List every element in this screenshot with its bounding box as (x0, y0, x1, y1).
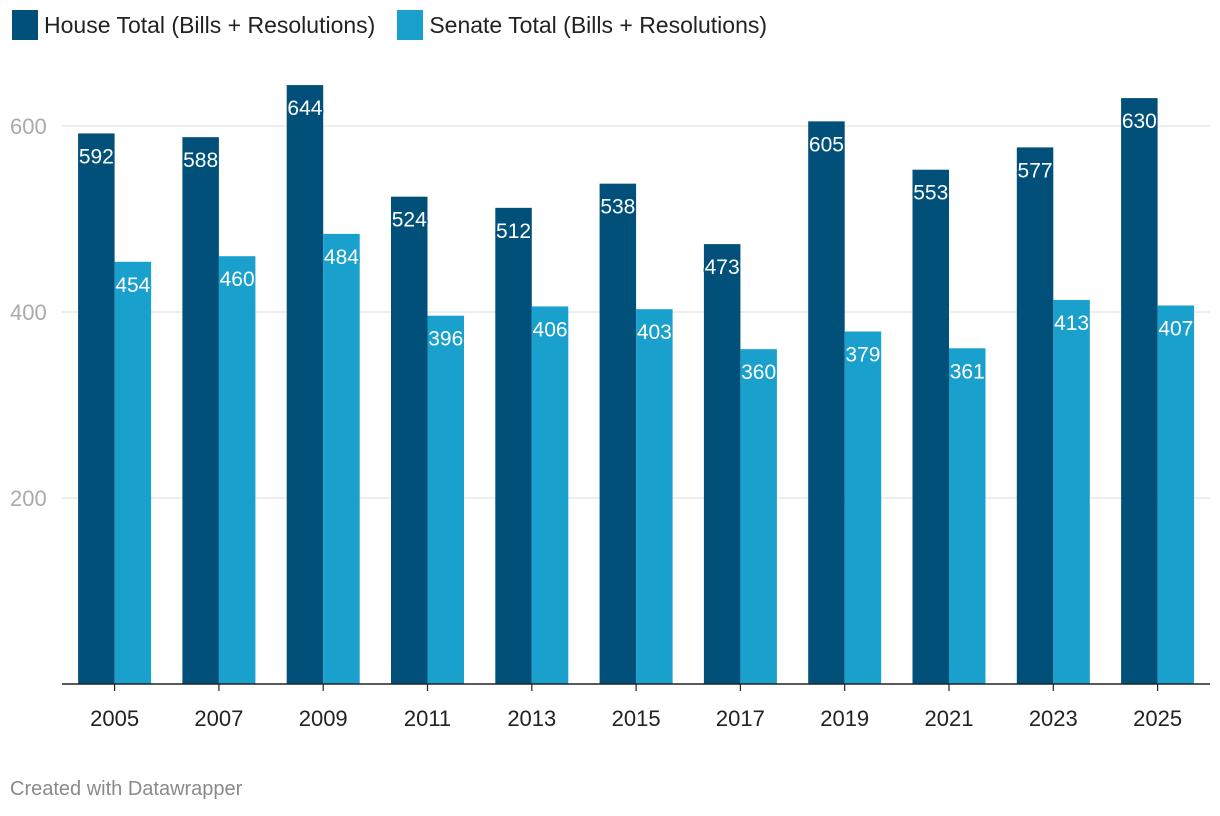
bar-senate-2011 (427, 315, 464, 684)
x-tick-label-2015: 2015 (612, 706, 661, 731)
bar-senate-2021 (949, 348, 986, 684)
y-tick-label-400: 400 (10, 300, 47, 325)
bar-label-house-2019: 605 (809, 133, 844, 156)
bar-house-2007 (182, 137, 219, 684)
bar-house-2015 (599, 183, 637, 684)
bar-label-senate-2021: 361 (950, 360, 985, 383)
bar-label-house-2017: 473 (705, 256, 740, 279)
y-tick-label-600: 600 (10, 114, 47, 139)
bar-house-2025 (1121, 98, 1158, 685)
bar-label-senate-2019: 379 (845, 344, 880, 367)
legend-label-house: House Total (Bills + Resolutions) (44, 11, 376, 38)
footer-credit: Created with Datawrapper (10, 778, 243, 800)
bar-label-house-2023: 577 (1018, 159, 1053, 182)
bar-senate-2005 (114, 261, 152, 684)
legend-swatch-house (12, 10, 38, 40)
bar-senate-2017 (740, 349, 777, 684)
x-tick-label-2021: 2021 (925, 706, 974, 731)
bar-label-house-2021: 553 (913, 182, 948, 205)
bar-house-2017 (703, 244, 741, 685)
bar-senate-2015 (636, 309, 673, 684)
bar-senate-2019 (844, 331, 882, 684)
legend-swatch-senate (397, 10, 424, 40)
bar-label-house-2025: 630 (1122, 110, 1157, 133)
bar-label-house-2013: 512 (496, 220, 531, 243)
chart-legend: House Total (Bills + Resolutions) Senate… (12, 10, 767, 40)
bar-label-senate-2007: 460 (220, 268, 255, 291)
bar-house-2009 (286, 85, 324, 684)
legend-label-senate: Senate Total (Bills + Resolutions) (429, 11, 768, 38)
legend-item-house: House Total (Bills + Resolutions) (12, 10, 375, 40)
legend-item-senate: Senate Total (Bills + Resolutions) (397, 10, 767, 40)
bar-label-house-2009: 644 (287, 97, 322, 120)
bar-label-senate-2011: 396 (428, 328, 463, 351)
bar-label-senate-2023: 413 (1054, 312, 1089, 335)
bar-senate-2023 (1053, 299, 1090, 684)
x-tick-label-2009: 2009 (299, 706, 348, 731)
bar-label-house-2007: 588 (183, 149, 218, 172)
bar-label-senate-2009: 484 (324, 246, 359, 269)
x-tick-label-2011: 2011 (404, 706, 451, 731)
bar-label-house-2005: 592 (79, 145, 114, 168)
x-tick-label-2007: 2007 (194, 706, 243, 731)
x-tick-label-2025: 2025 (1133, 706, 1182, 731)
bar-label-senate-2015: 403 (637, 321, 672, 344)
bar-house-2023 (1016, 147, 1054, 684)
bar-house-2011 (391, 196, 428, 684)
bar-house-2021 (912, 169, 949, 684)
bar-senate-2013 (531, 306, 569, 684)
bar-senate-2025 (1157, 305, 1195, 684)
bar-house-2013 (495, 207, 532, 684)
bar-label-senate-2017: 360 (741, 361, 776, 384)
x-tick-label-2023: 2023 (1029, 706, 1078, 731)
x-tick-label-2005: 2005 (90, 706, 139, 731)
x-tick-label-2019: 2019 (820, 706, 869, 731)
bar-senate-2007 (218, 256, 256, 684)
x-tick-label-2013: 2013 (507, 706, 556, 731)
bar-label-senate-2013: 406 (533, 318, 568, 341)
bar-label-house-2015: 538 (600, 196, 635, 219)
bar-senate-2009 (323, 233, 360, 684)
y-tick-label-200: 200 (10, 486, 47, 511)
bar-house-2005 (78, 133, 115, 684)
bar-label-house-2011: 524 (392, 209, 427, 232)
bar-label-senate-2005: 454 (115, 274, 150, 297)
bar-label-senate-2025: 407 (1158, 317, 1193, 340)
bar-house-2019 (808, 121, 845, 685)
x-tick-label-2017: 2017 (716, 706, 765, 731)
